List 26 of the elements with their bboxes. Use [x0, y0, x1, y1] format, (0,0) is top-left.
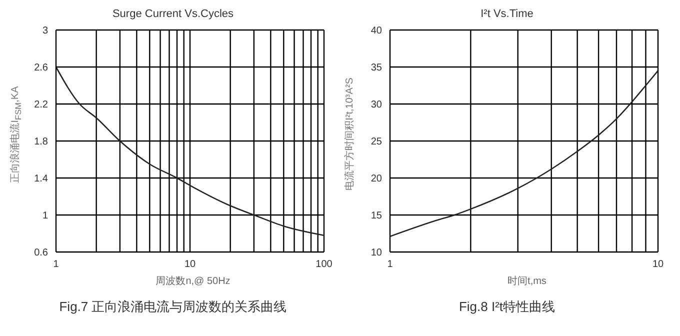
y-tick-label: 1.4: [34, 174, 48, 185]
caption: Fig.7 正向浪涌电流与周波数的关系曲线: [58, 298, 288, 316]
y-tick-label: 0.6: [34, 248, 48, 259]
y-tick-label: 40: [370, 26, 382, 37]
y-tick-label: 25: [370, 136, 382, 148]
y-axis-title: 电流平方时间积I²t,10³A²S: [343, 78, 356, 190]
y-tick-label: 35: [370, 62, 382, 74]
caption: Fig.8 I²t特性曲线: [458, 298, 556, 316]
y-tick-label: 1: [42, 210, 48, 222]
y-tick-label: 2.2: [34, 100, 48, 111]
x-tick-label: 10: [652, 259, 664, 270]
y-tick-label: 30: [370, 100, 382, 111]
y-tick-label: 10: [370, 248, 382, 259]
x-axis-title: 时间t,ms: [506, 274, 548, 288]
y-tick-label: 20: [370, 174, 382, 185]
y-tick-label: 1.8: [34, 136, 48, 148]
x-tick-label: 1: [53, 259, 60, 270]
y-tick-label: 15: [370, 210, 382, 222]
x-tick-label: 10: [184, 259, 196, 270]
chart-title: Surge Current Vs.Cycles: [111, 8, 235, 22]
x-tick-label: 1: [387, 259, 394, 270]
y-tick-label: 3: [42, 26, 48, 37]
y-tick-label: 2.6: [34, 62, 48, 74]
x-tick-label: 100: [316, 259, 333, 270]
x-axis-title: 周波数n,@ 50Hz: [154, 274, 232, 288]
chart-title: I²t Vs.Time: [480, 8, 534, 22]
